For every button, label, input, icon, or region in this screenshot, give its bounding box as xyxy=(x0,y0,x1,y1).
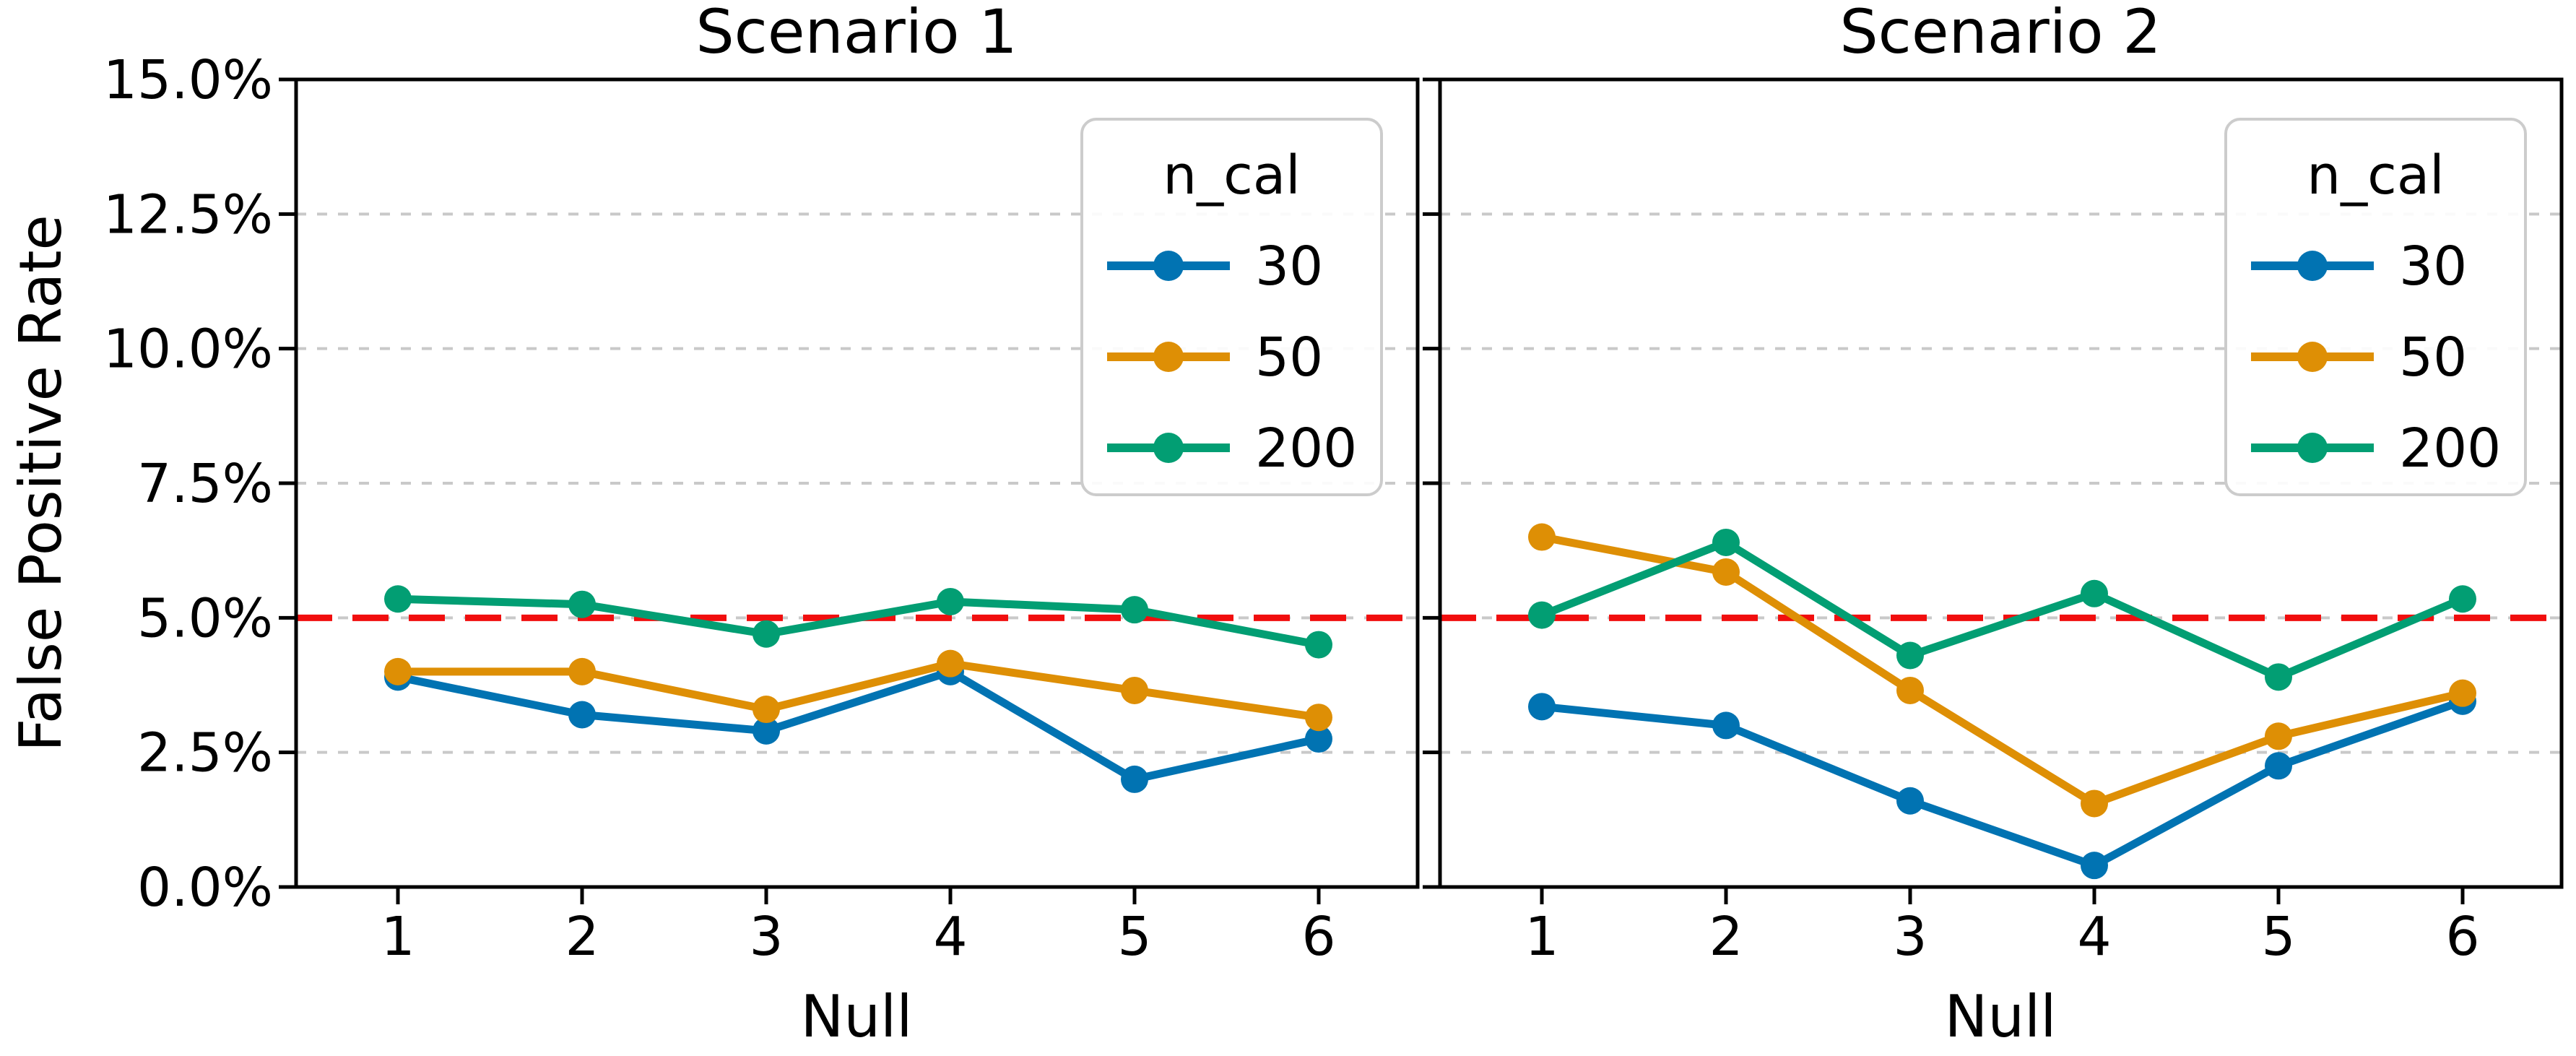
series-30-marker xyxy=(1305,725,1332,753)
series-30-line xyxy=(1538,697,2467,870)
x-tick-label: 1 xyxy=(1525,906,1558,968)
legend-sample-marker xyxy=(2297,433,2328,463)
series-50-marker xyxy=(568,657,596,685)
series-30-line xyxy=(394,667,1323,784)
x-tick-label: 2 xyxy=(1709,906,1743,968)
y-tick-label: 12.5% xyxy=(103,183,273,246)
y-tick-label: 7.5% xyxy=(137,453,273,515)
series-200-marker xyxy=(384,585,412,613)
legend-entry-label: 50 xyxy=(1255,326,1323,389)
series-50-line xyxy=(1538,533,2467,808)
legend: n_cal 30 50 200 xyxy=(2224,118,2527,496)
series-50-marker xyxy=(2081,789,2108,818)
series-200-marker xyxy=(1121,596,1148,624)
series-200-marker xyxy=(1305,631,1332,659)
x-axis-label-left: Null xyxy=(800,983,913,1050)
legend-sample-marker xyxy=(1153,433,1184,463)
y-tick-label: 5.0% xyxy=(137,587,273,649)
legend: n_cal 30 50 200 xyxy=(1080,118,1383,496)
chart-title-scenario-1: Scenario 1 xyxy=(695,0,1018,67)
y-tick-label: 15.0% xyxy=(103,49,273,111)
series-200-marker xyxy=(1528,601,1556,629)
x-tick-label: 5 xyxy=(2261,906,2295,968)
legend-title: n_cal xyxy=(1163,144,1301,207)
scenario-1-chart: 1 2 3 4 5 6 0.0% 2.5% 5.0% 7.5% 10.0% 12.5% 15.0% n_c… xyxy=(103,49,1420,968)
series-50-marker xyxy=(1528,523,1556,551)
y-tick-label: 10.0% xyxy=(103,319,273,381)
x-tick-label: 2 xyxy=(565,906,599,968)
series-50-marker xyxy=(384,657,412,685)
legend-entry-label: 30 xyxy=(1255,235,1323,298)
series-30-marker xyxy=(753,717,780,745)
series-200-marker xyxy=(753,620,780,648)
series-200-line xyxy=(1538,538,2467,681)
series-200-marker xyxy=(1712,528,1740,556)
series-30-marker xyxy=(568,701,596,729)
series-200-line xyxy=(394,594,1323,649)
series-200-marker xyxy=(2081,579,2108,607)
x-axis-label-right: Null xyxy=(1944,983,2057,1050)
legend-entry-label: 30 xyxy=(2399,235,2467,298)
legend-entry-label: 50 xyxy=(2399,326,2467,389)
x-tick-label: 6 xyxy=(1301,906,1335,968)
series-30-marker xyxy=(2081,852,2108,880)
x-tick-label: 1 xyxy=(381,906,415,968)
series-50-marker xyxy=(2265,722,2292,750)
legend-sample-marker xyxy=(2297,251,2328,281)
series-200-marker xyxy=(937,587,964,615)
series-50-marker xyxy=(2449,679,2476,707)
series-30-marker xyxy=(1528,693,1556,721)
series-50-marker xyxy=(1305,704,1332,732)
series-50-line xyxy=(394,659,1323,722)
series-200-marker xyxy=(2449,585,2476,613)
series-50-marker xyxy=(1896,676,1924,704)
series-50-marker xyxy=(937,649,964,678)
series-50-marker xyxy=(753,696,780,724)
series-200-marker xyxy=(568,590,596,618)
x-tick-label: 3 xyxy=(1893,906,1927,968)
series-30-marker xyxy=(1896,787,1924,815)
legend-box xyxy=(1080,118,1383,496)
legend-entry-label: 200 xyxy=(1255,417,1357,480)
series-30-marker xyxy=(1712,711,1740,740)
x-tick-label: 4 xyxy=(933,906,967,968)
legend-entry-label: 200 xyxy=(2399,417,2501,480)
legend-box xyxy=(2224,118,2527,496)
y-axis-label: False Positive Rate xyxy=(7,215,74,752)
series-30-marker xyxy=(1121,765,1148,793)
x-tick-label: 3 xyxy=(749,906,783,968)
legend-sample-marker xyxy=(2297,342,2328,372)
series-200-marker xyxy=(2265,663,2292,691)
legend-sample-marker xyxy=(1153,342,1184,372)
series-50-marker xyxy=(1712,558,1740,586)
x-tick-label: 5 xyxy=(1117,906,1151,968)
legend-title: n_cal xyxy=(2307,144,2445,207)
scenario-2-chart: 1 2 3 4 5 6 n_cal 30 50 200 xyxy=(1423,77,2564,968)
x-tick-label: 6 xyxy=(2445,906,2479,968)
y-tick-label: 2.5% xyxy=(137,722,273,784)
legend-sample-marker xyxy=(1153,251,1184,281)
series-50-marker xyxy=(1121,676,1148,704)
series-30-marker xyxy=(2265,752,2292,780)
x-tick-label: 4 xyxy=(2077,906,2111,968)
chart-title-scenario-2: Scenario 2 xyxy=(1839,0,2161,67)
y-tick-label: 0.0% xyxy=(137,857,273,919)
series-200-marker xyxy=(1896,641,1924,670)
